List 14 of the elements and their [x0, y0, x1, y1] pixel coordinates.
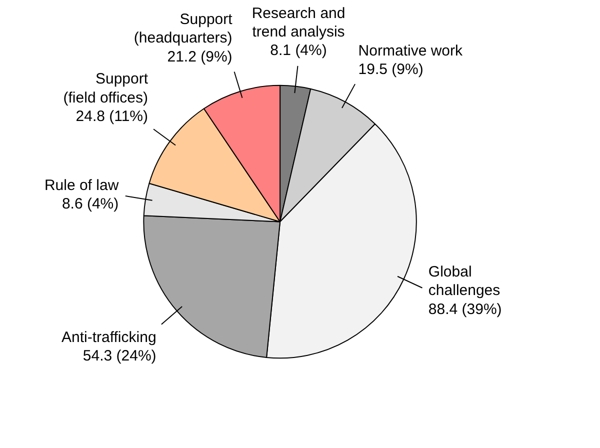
- slice-label: Rule of law: [44, 176, 119, 194]
- data-label: 24.8 (11%): [76, 108, 148, 126]
- slice-label: Anti-trafficking: [62, 328, 156, 346]
- data-label: 54.3 (24%): [82, 348, 156, 365]
- data-label: 19.5 (9%): [358, 61, 424, 78]
- slice-label: Support (field offices): [63, 70, 149, 106]
- data-label: 88.4 (39%): [428, 300, 502, 318]
- slice-label: Research and trend analysis: [252, 4, 346, 40]
- slice-label: Normative work: [358, 42, 463, 60]
- data-label: 8.1 (4%): [270, 42, 327, 60]
- slice-label: Support (headquarters): [134, 10, 234, 47]
- slice-label: Global challenges: [428, 264, 500, 300]
- data-label: 8.6 (4%): [62, 196, 119, 213]
- data-label: 21.2 (9%): [167, 48, 232, 66]
